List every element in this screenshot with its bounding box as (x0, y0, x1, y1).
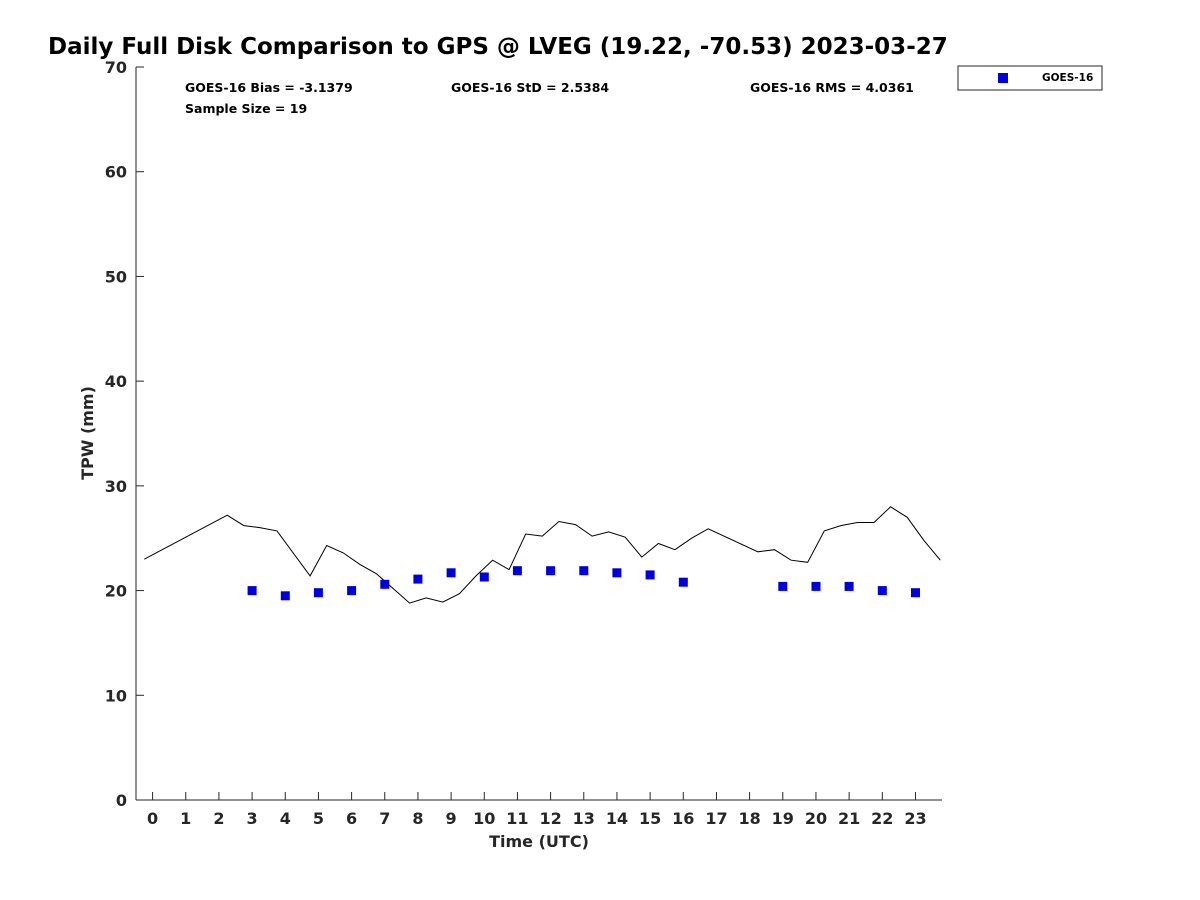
goes16-point (479, 572, 489, 582)
x-tick-label: 10 (473, 809, 495, 828)
x-tick-label: 3 (247, 809, 258, 828)
x-tick-label: 20 (805, 809, 827, 828)
x-tick-label: 11 (506, 809, 528, 828)
legend-box (957, 65, 1103, 91)
plot-area: 0 1 2 3 4 5 6 7 8 9 10 11 12 13 14 15 16 17 18 19 20 21 22 23 0… (105, 58, 942, 828)
goes16-point (280, 591, 290, 601)
chart-title: Daily Full Disk Comparison to GPS @ LVEG… (48, 34, 948, 60)
x-tick-label: 19 (772, 809, 794, 828)
series-line-gps (144, 506, 941, 604)
x-tick-label: 9 (446, 809, 457, 828)
axes (135, 67, 942, 801)
x-tick-label: 2 (213, 809, 224, 828)
goes16-point (678, 577, 688, 587)
y-tick-label: 10 (105, 686, 127, 705)
goes16-point (911, 588, 920, 598)
x-tick-label: 0 (147, 809, 158, 828)
x-tick-label: 14 (606, 809, 628, 828)
y-tick-label: 20 (105, 582, 127, 601)
goes16-point (247, 586, 257, 596)
x-tick-label: 16 (672, 809, 694, 828)
goes16-point (579, 566, 589, 576)
stat-rms: GOES-16 RMS = 4.0361 (750, 80, 914, 95)
legend-label-goes16: GOES-16 (1042, 72, 1093, 84)
goes16-point (446, 568, 456, 578)
goes16-point (512, 566, 522, 576)
x-tick-label: 17 (705, 809, 727, 828)
x-tick-label: 1 (180, 809, 191, 828)
goes16-point (380, 579, 390, 589)
goes16-point (546, 566, 556, 576)
goes16-point (844, 581, 854, 591)
goes16-point (877, 586, 887, 596)
x-tick-label: 6 (346, 809, 357, 828)
x-tick-label: 8 (412, 809, 423, 828)
goes16-point (811, 581, 821, 591)
y-axis-label: TPW (mm) (78, 386, 97, 480)
y-tick-label: 40 (105, 372, 127, 391)
x-axis-label: Time (UTC) (489, 832, 589, 851)
x-tick-label: 18 (738, 809, 760, 828)
stat-bias: GOES-16 Bias = -3.1379 (185, 80, 353, 95)
x-ticks: 0 1 2 3 4 5 6 7 8 9 10 11 12 13 14 15 16 17 18 19 20 21 22 23 (147, 792, 927, 828)
legend: GOES-16 (957, 65, 1103, 91)
x-tick-label: 21 (838, 809, 860, 828)
stat-sample-size: Sample Size = 19 (185, 101, 307, 116)
x-tick-label: 15 (639, 809, 661, 828)
goes16-point (612, 568, 622, 578)
x-tick-label: 22 (871, 809, 893, 828)
legend-marker-goes16 (998, 73, 1008, 83)
stat-std: GOES-16 StD = 2.5384 (451, 80, 609, 95)
goes16-point (347, 586, 357, 596)
y-tick-label: 0 (116, 791, 127, 810)
goes16-point (413, 574, 423, 584)
x-tick-label: 7 (379, 809, 390, 828)
goes16-point (313, 588, 323, 598)
x-tick-label: 4 (280, 809, 291, 828)
y-tick-label: 60 (105, 163, 127, 182)
series-goes16-markers (247, 566, 920, 601)
y-ticks: 0 10 20 30 40 50 60 70 (105, 58, 144, 810)
x-tick-label: 13 (573, 809, 595, 828)
x-tick-label: 23 (904, 809, 926, 828)
x-tick-label: 5 (313, 809, 324, 828)
y-tick-label: 70 (105, 58, 127, 77)
y-tick-label: 30 (105, 477, 127, 496)
x-tick-label: 12 (539, 809, 561, 828)
goes16-point (645, 570, 655, 580)
goes16-point (778, 581, 788, 591)
y-tick-label: 50 (105, 267, 127, 286)
